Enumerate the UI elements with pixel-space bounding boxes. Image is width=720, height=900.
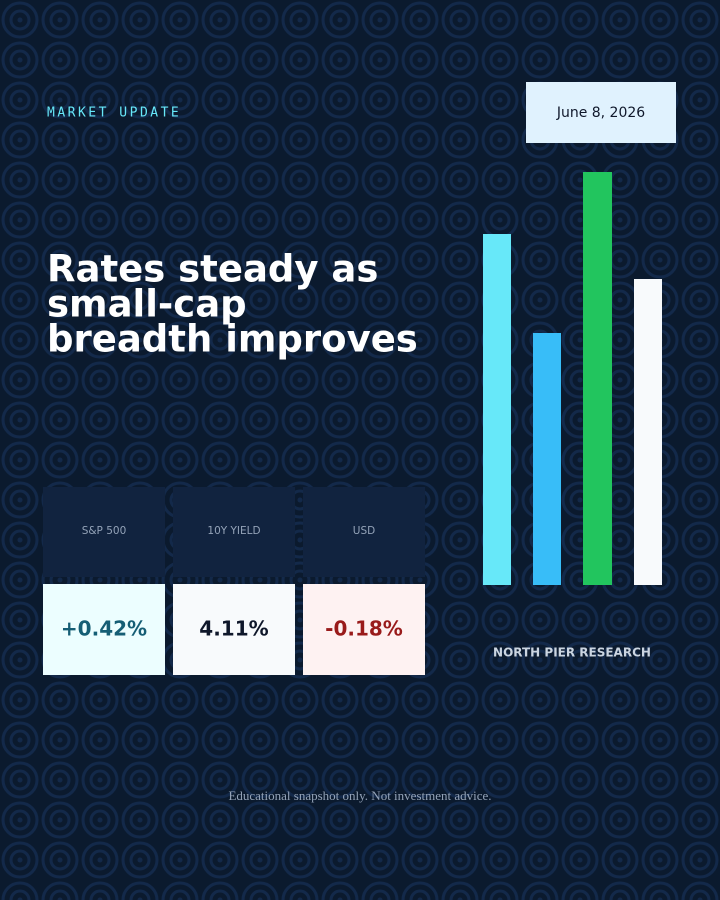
headline-line: breadth improves bbox=[47, 318, 418, 361]
brand: NORTH PIER RESEARCH bbox=[493, 646, 651, 660]
date: June 8, 2026 bbox=[556, 105, 645, 121]
stat-value-box bbox=[303, 584, 425, 675]
kicker: MARKET UPDATE bbox=[47, 106, 181, 121]
bar-graphic bbox=[583, 172, 612, 585]
bar-graphic bbox=[634, 279, 662, 585]
stat-value-box bbox=[173, 584, 295, 675]
stat-value: -0.18% bbox=[325, 617, 403, 641]
headline-line: small-cap bbox=[47, 283, 247, 326]
stat-cards: S&P 500 10Y YIELD USD +0.42% 4.11% -0.18… bbox=[43, 487, 425, 675]
decorative-bars bbox=[483, 172, 662, 585]
bar-graphic bbox=[483, 234, 511, 585]
stat-value-box bbox=[43, 584, 165, 675]
date-box bbox=[526, 82, 676, 143]
stat-label: S&P 500 bbox=[82, 525, 127, 537]
bar-graphic bbox=[533, 333, 561, 585]
stat-label: USD bbox=[353, 525, 375, 537]
headline-line: Rates steady as bbox=[47, 248, 378, 291]
stat-label: 10Y YIELD bbox=[207, 525, 260, 537]
stat-header bbox=[43, 487, 165, 577]
stat-value: +0.42% bbox=[61, 617, 147, 641]
stat-header bbox=[303, 487, 425, 577]
footer: Educational snapshot only. Not investmen… bbox=[228, 788, 491, 803]
stat-header bbox=[173, 487, 295, 577]
stat-value: 4.11% bbox=[199, 617, 268, 641]
